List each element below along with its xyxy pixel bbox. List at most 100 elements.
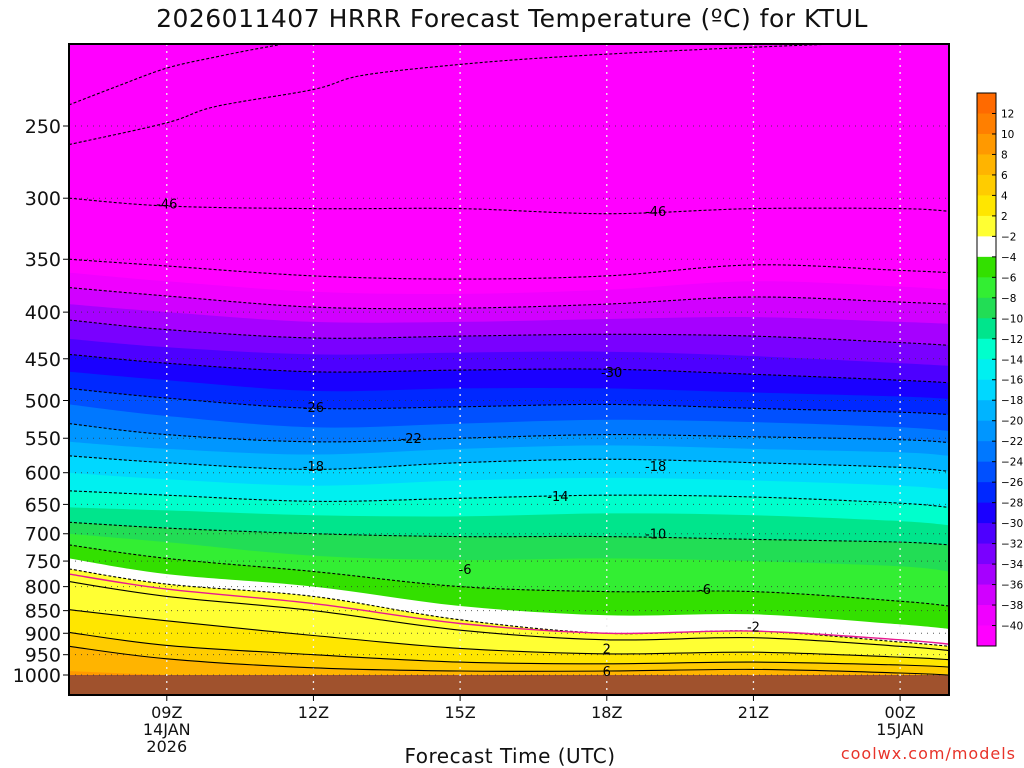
- colorbar-tick-label: −12: [1001, 334, 1023, 346]
- colorbar-tick-label: −8: [1001, 293, 1016, 305]
- y-axis: 2503003504004505005506006507007508008509…: [13, 116, 69, 687]
- colorbar-tick-label: −2: [1001, 231, 1016, 243]
- y-tick-label: 350: [25, 249, 61, 271]
- colorbar-tick-label: −38: [1001, 600, 1023, 612]
- colorbar-swatch: [977, 359, 996, 381]
- colorbar: 12 10 8 6 4 2 −2 −4 −6 −8 −10 −12 −14 −16 −18 −20 −22 −24…: [976, 92, 1023, 647]
- colorbar-tick-label: −6: [1001, 272, 1017, 284]
- colorbar-swatch: [977, 133, 996, 155]
- x-axis-label: Forecast Time (UTC): [404, 744, 616, 768]
- colorbar-tick-label: 6: [1001, 170, 1008, 182]
- colorbar-swatch: [977, 113, 996, 135]
- y-tick-label: 400: [25, 302, 61, 324]
- y-tick-label: 700: [25, 524, 61, 546]
- y-tick-label: 250: [25, 116, 61, 138]
- contour-label: -14: [547, 490, 568, 505]
- colorbar-swatch: [977, 441, 996, 463]
- y-tick-label: 550: [25, 428, 61, 450]
- x-tick-label: 18Z: [591, 703, 622, 722]
- colorbar-swatch: [977, 625, 996, 647]
- y-tick-label: 950: [25, 645, 61, 667]
- contour-label-layer: -46-46-30-26-22-18 -18-14-10-6-6-226: [156, 197, 760, 680]
- x-tick-label: 00Z: [884, 703, 915, 722]
- upper-isotherm-1: [69, 44, 287, 106]
- colorbar-swatch: [977, 174, 996, 196]
- ground-fill: [69, 675, 949, 695]
- colorbar-swatch: [977, 318, 996, 340]
- isotherm--18: [69, 455, 949, 472]
- isotherm--10: [69, 521, 949, 546]
- colorbar-swatch: [977, 277, 996, 299]
- y-tick-label: 450: [25, 349, 61, 371]
- colorbar-tick-label: −36: [1001, 580, 1023, 592]
- contour-label: -46: [645, 205, 666, 220]
- colorbar-swatch: [977, 195, 996, 217]
- y-tick-label: 800: [25, 577, 61, 599]
- x-tick-label: 2026: [146, 737, 187, 756]
- x-tick-label: 12Z: [298, 703, 329, 722]
- colorbar-frame: [976, 92, 997, 647]
- isotherm--46: [69, 197, 949, 215]
- contour-label: -26: [303, 401, 324, 416]
- colorbar-swatch: [977, 502, 996, 524]
- colorbar-swatch: [977, 379, 996, 401]
- isotherm--30: [69, 353, 949, 384]
- isotherm--6: [69, 544, 949, 607]
- isotherm--14: [69, 490, 949, 508]
- colorbar-tick-label: −34: [1001, 559, 1023, 571]
- colorbar-tick-label: 12: [1001, 108, 1014, 120]
- x-tick-label: 15Z: [444, 703, 475, 722]
- colorbar-swatch: [977, 523, 996, 545]
- y-tick-label: 600: [25, 463, 61, 485]
- isotherm--38: [69, 287, 949, 310]
- isotherm--2: [69, 568, 949, 647]
- isotherm-2: [69, 609, 949, 661]
- upper-isotherm-0: [69, 44, 853, 146]
- freezing-line: [69, 573, 949, 645]
- y-tick-label: 300: [25, 188, 61, 210]
- colorbar-swatch: [977, 338, 996, 360]
- colorbar-swatch: [977, 256, 996, 278]
- colorbar-tick-label: −16: [1001, 375, 1023, 387]
- y-tick-label: 650: [25, 494, 61, 516]
- chart-title: 2026011407 HRRR Forecast Temperature (ºC…: [156, 4, 868, 33]
- colorbar-tick-label: −22: [1001, 436, 1023, 448]
- x-tick-label: 15JAN: [876, 720, 924, 739]
- contour-label: -18: [303, 460, 324, 475]
- isotherm--22: [69, 423, 949, 444]
- colorbar-swatch: [977, 236, 996, 258]
- isotherm-layer: [69, 44, 949, 676]
- colorbar-swatch: [977, 605, 996, 627]
- colorbar-tick-label: −4: [1001, 252, 1017, 264]
- isotherm-6: [69, 645, 949, 676]
- colorbar-swatch: [977, 297, 996, 319]
- x-tick-label: 09Z: [151, 703, 182, 722]
- plot-frame: [68, 43, 950, 696]
- colorbar-tick-label: −14: [1001, 354, 1023, 366]
- y-tick-label: 750: [25, 551, 61, 573]
- colorbar-swatch: [977, 584, 996, 606]
- colorbar-tick-label: 2: [1001, 211, 1008, 223]
- y-tick-label: 1000: [13, 665, 61, 687]
- colorbar-tick-label: −10: [1001, 313, 1023, 325]
- y-tick-label: 500: [25, 391, 61, 413]
- contour-label: 2: [603, 642, 611, 657]
- colorbar-tick-label: −18: [1001, 395, 1023, 407]
- credit-text[interactable]: coolwx.com/models: [840, 744, 1016, 763]
- temperature-fill-layer: [69, 44, 949, 695]
- x-tick-label: 21Z: [738, 703, 769, 722]
- contour-label: -18: [645, 460, 666, 475]
- colorbar-swatch: [977, 93, 996, 114]
- isotherm--42: [69, 258, 949, 280]
- colorbar-tick-label: −28: [1001, 498, 1023, 510]
- colorbar-tick-label: 8: [1001, 149, 1008, 161]
- contour-label: -6: [698, 583, 711, 598]
- x-tick-label: 14JAN: [143, 720, 191, 739]
- contour-label: -46: [156, 197, 177, 212]
- colorbar-swatch: [977, 461, 996, 483]
- colorbar-swatch: [977, 420, 996, 442]
- contour-label: -6: [459, 563, 472, 578]
- colorbar-swatch: [977, 564, 996, 586]
